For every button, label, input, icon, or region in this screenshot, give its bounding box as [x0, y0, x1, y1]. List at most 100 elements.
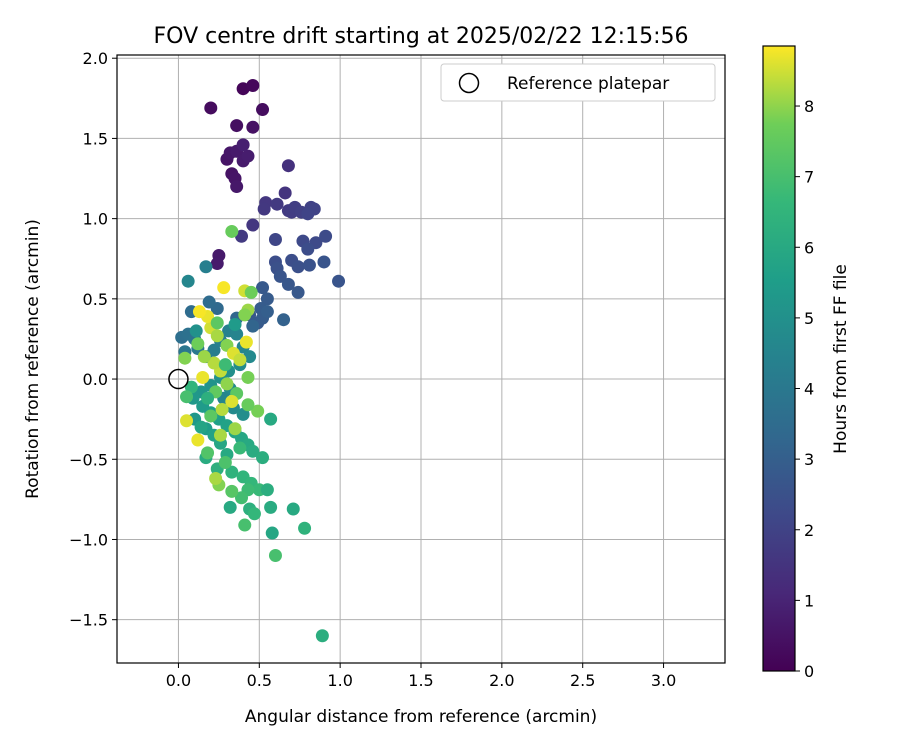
data-point: [273, 269, 287, 283]
data-point: [223, 500, 237, 514]
data-point: [244, 285, 258, 299]
x-tick-label: 0.0: [166, 671, 191, 690]
data-point: [291, 285, 305, 299]
x-tick-label: 1.0: [327, 671, 352, 690]
data-point: [239, 335, 253, 349]
colorbar-tick-label: 6: [804, 238, 814, 257]
legend-marker-open-circle: [458, 72, 480, 94]
data-point: [225, 395, 239, 409]
data-point: [194, 420, 208, 434]
data-point: [207, 343, 221, 357]
data-point: [236, 138, 250, 152]
data-point: [181, 274, 195, 288]
legend: Reference platepar: [440, 63, 716, 102]
data-point: [246, 218, 260, 232]
legend-box: [440, 63, 716, 102]
data-point: [220, 377, 234, 391]
data-point: [225, 484, 239, 498]
colorbar-tick-label: 0: [804, 662, 814, 681]
data-point: [191, 337, 205, 351]
data-point: [238, 518, 252, 532]
data-point: [233, 353, 247, 367]
data-point: [247, 507, 261, 521]
data-point: [184, 380, 198, 394]
x-tick-label: 2.0: [489, 671, 514, 690]
reference-marker: [168, 368, 189, 390]
data-point: [256, 281, 270, 295]
data-point: [230, 180, 244, 194]
data-point: [270, 197, 284, 211]
data-point: [235, 229, 249, 243]
data-point: [209, 472, 223, 486]
data-point: [301, 242, 315, 256]
data-point: [286, 502, 300, 516]
data-point: [201, 446, 215, 460]
data-point: [196, 370, 210, 384]
colorbar-tick-label: 2: [804, 521, 814, 540]
y-tick-label: 1.0: [83, 210, 108, 229]
colorbar: 0 1 2 3 4 5 6 7 8 Hours from first FF file: [762, 45, 851, 681]
x-tick-label: 1.5: [408, 671, 433, 690]
data-point: [210, 316, 224, 330]
colorbar-ticks: 0 1 2 3 4 5 6 7 8: [795, 97, 814, 681]
data-point: [246, 120, 260, 134]
data-point: [204, 409, 218, 423]
data-point: [291, 260, 305, 274]
data-point: [246, 78, 260, 92]
data-point: [218, 358, 232, 372]
data-point: [189, 324, 203, 338]
data-point: [251, 404, 265, 418]
data-point: [281, 277, 295, 291]
data-point: [241, 149, 255, 163]
data-point: [260, 305, 274, 319]
x-tick-label: 3.0: [651, 671, 676, 690]
data-point: [204, 101, 218, 115]
data-point: [207, 356, 221, 370]
data-point: [317, 255, 331, 269]
data-point: [228, 318, 242, 332]
x-tick-label: 0.5: [247, 671, 272, 690]
x-axis-ticks: 0.0 0.5 1.0 1.5 2.0 2.5 3.0: [166, 663, 676, 690]
data-point: [235, 491, 249, 505]
data-point: [256, 451, 270, 465]
data-point: [265, 526, 279, 540]
data-point: [210, 257, 224, 271]
data-point: [241, 370, 255, 384]
colorbar-tick-label: 1: [804, 591, 814, 610]
data-point: [230, 327, 244, 341]
data-point: [302, 258, 316, 272]
data-point: [217, 281, 231, 295]
y-axis-ticks: −1.5 −1.0 −0.5 0.0 0.5 1.0 1.5 2.0: [69, 49, 117, 630]
colorbar-tick-label: 4: [804, 380, 814, 399]
data-point: [301, 207, 315, 221]
data-point: [213, 428, 227, 442]
x-tick-label: 2.5: [570, 671, 595, 690]
colorbar-tick-label: 3: [804, 450, 814, 469]
data-point: [256, 103, 270, 117]
colorbar-tick-label: 8: [804, 97, 814, 116]
data-point: [319, 229, 333, 243]
data-point: [202, 295, 216, 309]
data-point: [192, 305, 206, 319]
data-point: [191, 433, 205, 447]
x-axis-title: Angular distance from reference (arcmin): [245, 707, 597, 727]
data-point: [298, 521, 312, 535]
colorbar-tick-label: 5: [804, 309, 814, 328]
data-point: [260, 483, 274, 497]
data-point: [210, 329, 224, 343]
colorbar-gradient: [762, 45, 796, 672]
data-point: [197, 350, 211, 364]
data-point: [260, 292, 274, 306]
data-point: [315, 629, 329, 643]
data-point: [225, 465, 239, 479]
data-point: [225, 224, 239, 238]
data-point: [246, 444, 260, 458]
data-point: [264, 412, 278, 426]
data-point: [201, 391, 215, 405]
data-point: [238, 308, 252, 322]
data-point: [264, 500, 278, 514]
y-tick-label: −0.5: [69, 450, 108, 469]
data-point: [178, 351, 192, 365]
data-point: [246, 319, 260, 333]
